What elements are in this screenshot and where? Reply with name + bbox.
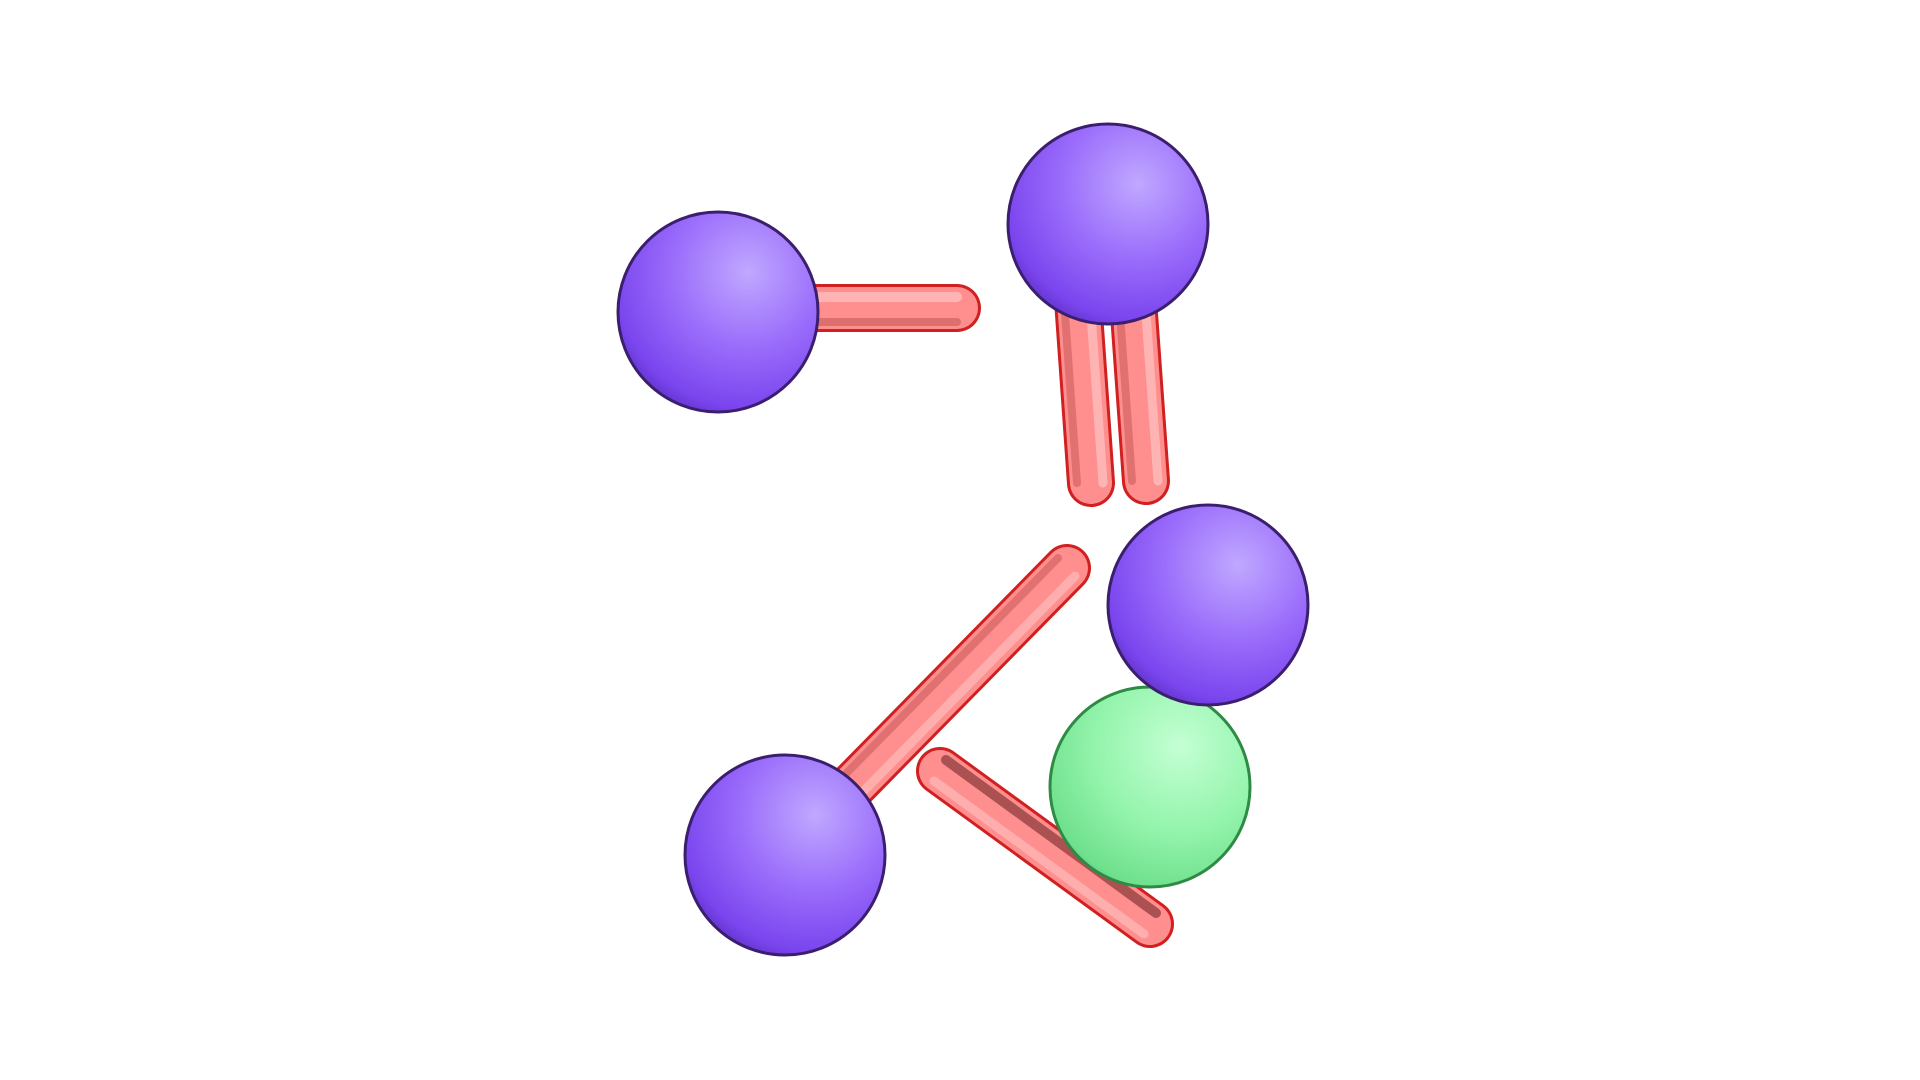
bond-3	[1109, 276, 1170, 505]
atom-purple-2	[1006, 122, 1210, 326]
atom-purple-1	[616, 210, 820, 414]
atoms-layer	[616, 122, 1310, 957]
atom-purple-3	[1106, 503, 1310, 707]
atom-green-1	[1048, 685, 1252, 889]
bond-2	[1054, 276, 1115, 507]
atom-purple-4	[683, 753, 887, 957]
bond-5	[916, 747, 1174, 948]
